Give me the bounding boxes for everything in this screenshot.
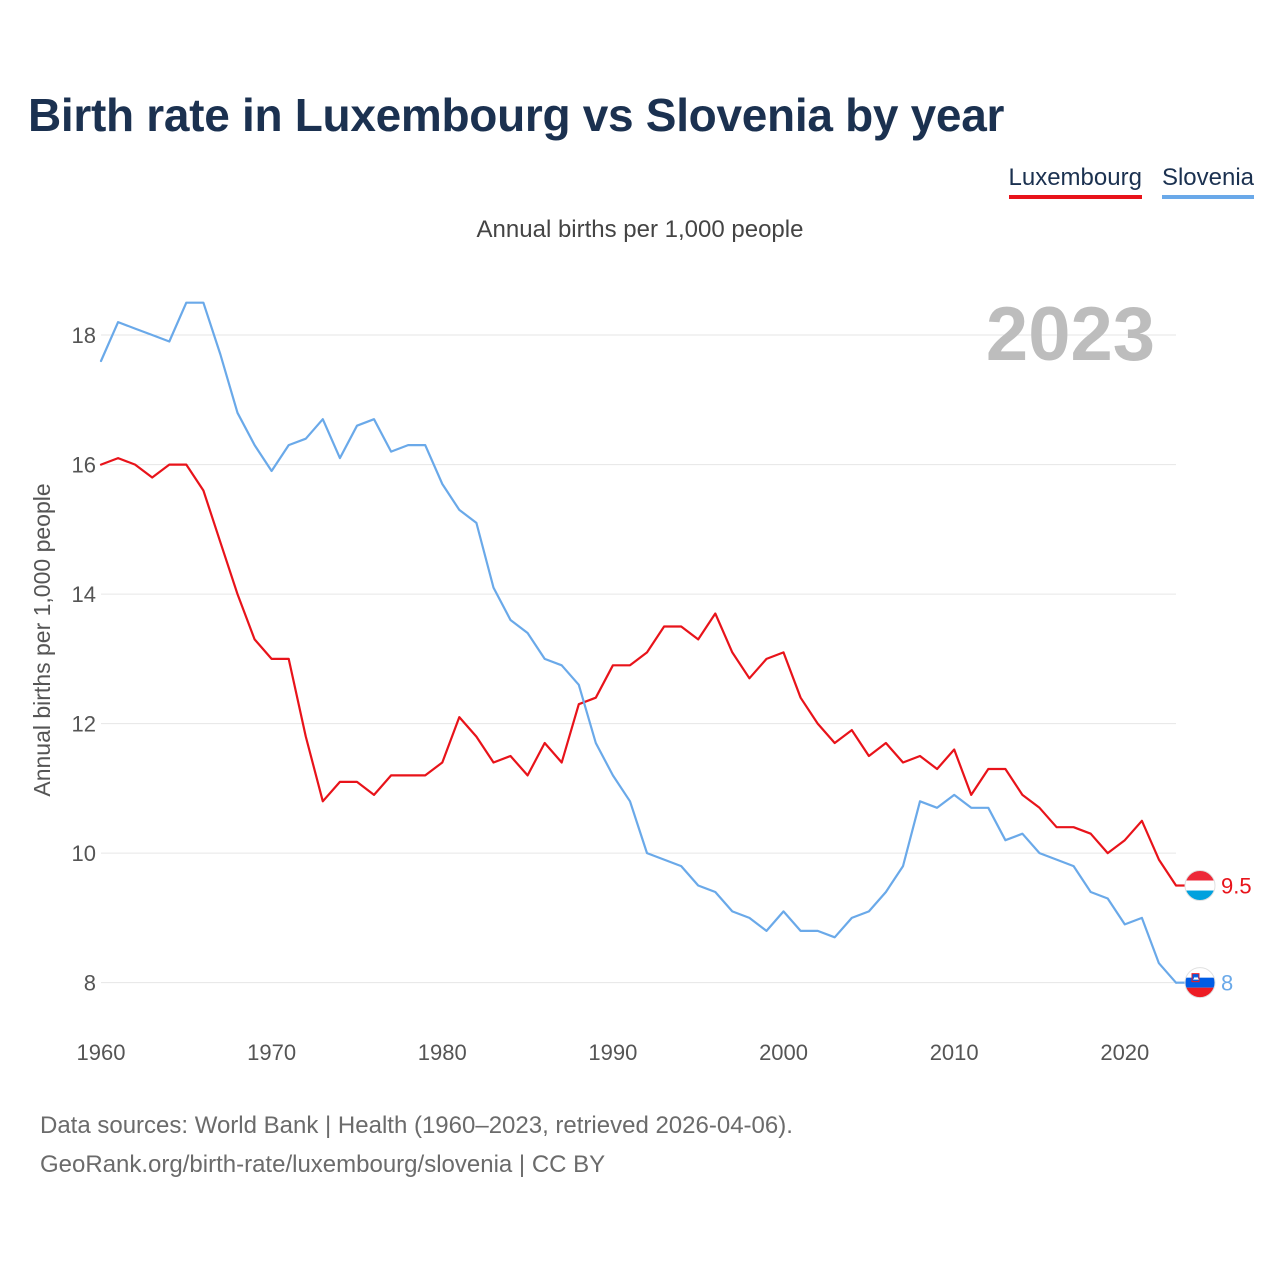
series-group xyxy=(99,301,1178,984)
y-tick-label: 8 xyxy=(84,971,96,996)
y-axis: 8 10 12 14 16 18 xyxy=(72,323,96,996)
end-markers: 9.58 xyxy=(1176,870,1252,999)
series-line-luxembourg[interactable] xyxy=(99,457,1178,887)
data-source-note: Data sources: World Bank | Health (1960–… xyxy=(40,1112,793,1139)
gridlines xyxy=(101,334,1176,984)
legend: Luxembourg Slovenia xyxy=(1008,164,1254,199)
x-tick-label: 1990 xyxy=(588,1040,637,1065)
line-chart: 2023 8 10 12 14 16 18 1960 1970 1980 1990 2000 201… xyxy=(29,292,1252,1065)
source-url[interactable]: GeoRank.org/birth-rate/luxembourg/sloven… xyxy=(40,1151,606,1178)
x-tick-label: 1980 xyxy=(418,1040,467,1065)
x-tick-label: 2020 xyxy=(1100,1040,1149,1065)
y-tick-label: 16 xyxy=(72,453,96,478)
chart-title: Birth rate in Luxembourg vs Slovenia by … xyxy=(28,89,1005,141)
legend-slovenia[interactable]: Slovenia xyxy=(1161,164,1254,199)
flag-luxembourg-icon xyxy=(1185,870,1215,901)
x-axis: 1960 1970 1980 1990 2000 2010 2020 xyxy=(77,1040,1150,1065)
y-tick-label: 12 xyxy=(72,712,96,737)
y-tick-label: 18 xyxy=(72,323,96,348)
y-axis-label: Annual births per 1,000 people xyxy=(29,483,55,796)
x-tick-label: 1960 xyxy=(77,1040,126,1065)
flag-slovenia-icon xyxy=(1185,967,1215,998)
legend-luxembourg[interactable]: Luxembourg xyxy=(1008,164,1142,199)
y-tick-label: 14 xyxy=(72,582,96,607)
chart-subtitle: Annual births per 1,000 people xyxy=(476,216,804,243)
end-value-label-slovenia: 8 xyxy=(1221,971,1233,996)
x-tick-label: 1970 xyxy=(247,1040,296,1065)
year-watermark: 2023 xyxy=(986,292,1155,377)
end-value-label-luxembourg: 9.5 xyxy=(1221,874,1252,899)
x-tick-label: 2000 xyxy=(759,1040,808,1065)
series-line-slovenia[interactable] xyxy=(99,301,1178,984)
y-tick-label: 10 xyxy=(72,841,96,866)
footer: Data sources: World Bank | Health (1960–… xyxy=(40,1106,793,1184)
x-tick-label: 2010 xyxy=(930,1040,979,1065)
